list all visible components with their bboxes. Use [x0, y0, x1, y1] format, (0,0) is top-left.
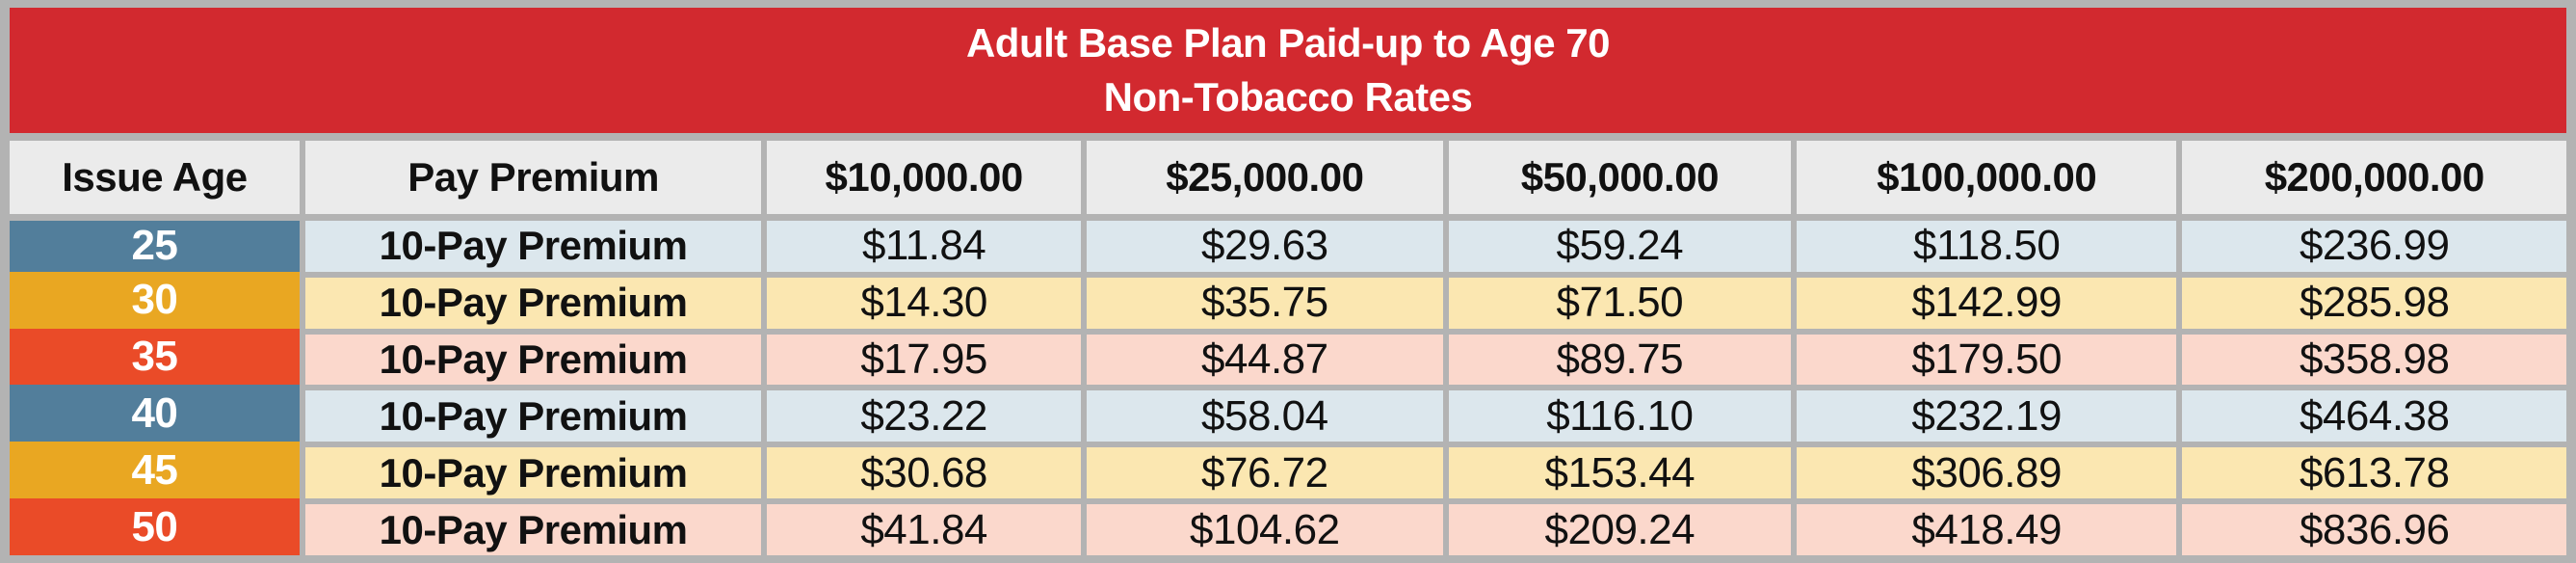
- rate-cell: $14.30: [767, 277, 1081, 329]
- rate-cell: $285.98: [2182, 277, 2566, 329]
- rate-cell: $35.75: [1086, 277, 1443, 329]
- rate-cell: $11.84: [767, 221, 1081, 272]
- rate-cell: $358.98: [2182, 334, 2566, 386]
- rate-cell: $179.50: [1796, 334, 2177, 386]
- age-cell: 30: [10, 271, 300, 329]
- rate-cell: $306.89: [1796, 447, 2177, 499]
- rate-cell: $153.44: [1448, 447, 1791, 499]
- header-cell-issue-age: Issue Age: [10, 141, 300, 214]
- rate-cell: $58.04: [1086, 390, 1443, 442]
- rate-cell: $76.72: [1086, 447, 1443, 499]
- age-cell: 40: [10, 385, 300, 442]
- header-row: Issue Age Pay Premium $10,000.00 $25,000.00…: [10, 141, 2566, 214]
- header-cell-pay-premium: Pay Premium: [304, 141, 762, 214]
- rate-cell: $104.62: [1086, 504, 1443, 555]
- header-cell-100000: $100,000.00: [1796, 141, 2177, 214]
- table-row: 25 10-Pay Premium $11.84 $29.63 $59.24 $118.5…: [10, 221, 2566, 272]
- rate-cell: $29.63: [1086, 221, 1443, 272]
- rate-cell: $613.78: [2182, 447, 2566, 499]
- table-row: 30 10-Pay Premium $14.30 $35.75 $71.50 $142.9…: [10, 271, 2566, 329]
- rate-cell: $418.49: [1796, 504, 2177, 555]
- table-title-band: Adult Base Plan Paid-up to Age 70 Non-To…: [10, 8, 2566, 133]
- table-row: 40 10-Pay Premium $23.22 $58.04 $116.10 $232.…: [10, 385, 2566, 442]
- table-body: 25 10-Pay Premium $11.84 $29.63 $59.24 $118.5…: [10, 221, 2566, 555]
- premium-type-cell: 10-Pay Premium: [304, 504, 762, 555]
- header-cell-200000: $200,000.00: [2182, 141, 2566, 214]
- header-cell-25000: $25,000.00: [1086, 141, 1443, 214]
- rate-cell: $142.99: [1796, 277, 2177, 329]
- rate-cell: $116.10: [1448, 390, 1791, 442]
- premium-type-cell: 10-Pay Premium: [304, 390, 762, 442]
- rate-cell: $41.84: [767, 504, 1081, 555]
- age-cell: 25: [10, 221, 300, 272]
- rate-cell: $118.50: [1796, 221, 2177, 272]
- rate-cell: $836.96: [2182, 504, 2566, 555]
- rate-cell: $209.24: [1448, 504, 1791, 555]
- age-cell: 50: [10, 498, 300, 555]
- age-cell: 45: [10, 442, 300, 499]
- rate-cell: $30.68: [767, 447, 1081, 499]
- premium-type-cell: 10-Pay Premium: [304, 221, 762, 272]
- premium-type-cell: 10-Pay Premium: [304, 447, 762, 499]
- premium-type-cell: 10-Pay Premium: [304, 334, 762, 386]
- rate-cell: $44.87: [1086, 334, 1443, 386]
- rate-cell: $232.19: [1796, 390, 2177, 442]
- rate-cell: $236.99: [2182, 221, 2566, 272]
- rate-cell: $464.38: [2182, 390, 2566, 442]
- table-row: 50 10-Pay Premium $41.84 $104.62 $209.24 $418…: [10, 498, 2566, 555]
- table-row: 35 10-Pay Premium $17.95 $44.87 $89.75 $179.5…: [10, 328, 2566, 386]
- table-row: 45 10-Pay Premium $30.68 $76.72 $153.44 $306.…: [10, 442, 2566, 499]
- table-title: Adult Base Plan Paid-up to Age 70: [965, 20, 1611, 66]
- rate-cell: $71.50: [1448, 277, 1791, 329]
- age-cell: 35: [10, 328, 300, 386]
- rate-cell: $59.24: [1448, 221, 1791, 272]
- header-cell-10000: $10,000.00: [767, 141, 1081, 214]
- header-cell-50000: $50,000.00: [1448, 141, 1791, 214]
- rate-cell: $89.75: [1448, 334, 1791, 386]
- table-subtitle: Non-Tobacco Rates: [1103, 74, 1473, 120]
- rate-cell: $17.95: [767, 334, 1081, 386]
- premium-type-cell: 10-Pay Premium: [304, 277, 762, 329]
- rate-cell: $23.22: [767, 390, 1081, 442]
